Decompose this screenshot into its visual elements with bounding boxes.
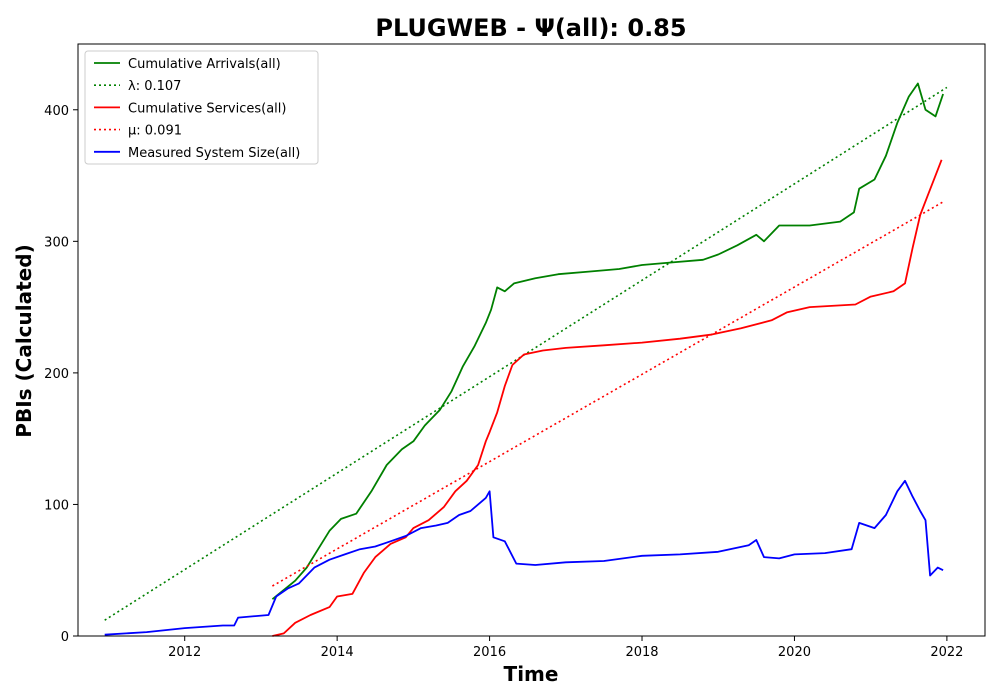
- y-tick-label: 400: [44, 104, 69, 119]
- plot-frame: [77, 43, 986, 637]
- y-tick-label: 200: [44, 367, 69, 382]
- y-axis-label: PBIs (Calculated): [12, 244, 36, 437]
- legend: Cumulative Arrivals(all) λ: 0.107 Cumulati…: [84, 50, 319, 165]
- x-tick-label: 2012: [168, 645, 201, 660]
- x-tick-label: 2014: [321, 645, 354, 660]
- chart-title: PLUGWEB - Ψ(all): 0.85: [375, 14, 686, 42]
- x-tick-label: 2018: [625, 645, 658, 660]
- y-tick-label: 0: [61, 630, 69, 645]
- legend-box: [84, 50, 319, 165]
- axes: 2012 2014 2016 2018 2020 2022 0 100 200 300 400: [44, 104, 963, 660]
- legend-label: λ: 0.107: [128, 79, 181, 94]
- plot-area: [104, 82, 948, 637]
- series-line-2-0-107: [104, 86, 948, 621]
- legend-label: Cumulative Arrivals(all): [128, 57, 281, 72]
- y-tick-label: 300: [44, 235, 69, 250]
- x-axis-label: Time: [504, 662, 559, 686]
- series-line-5-measured-system-size-all: [104, 479, 944, 636]
- legend-label: μ: 0.091: [128, 124, 182, 139]
- legend-label: Cumulative Services(all): [128, 101, 286, 116]
- series-line-4-0-091: [272, 201, 944, 587]
- x-tick-label: 2020: [778, 645, 811, 660]
- series-line-3-cumulative-services-all: [272, 159, 943, 637]
- y-tick-label: 100: [44, 498, 69, 513]
- x-tick-label: 2016: [473, 645, 506, 660]
- x-tick-label: 2022: [930, 645, 963, 660]
- legend-label: Measured System Size(all): [128, 146, 300, 161]
- series-line-1-cumulative-arrivals-all: [271, 82, 944, 600]
